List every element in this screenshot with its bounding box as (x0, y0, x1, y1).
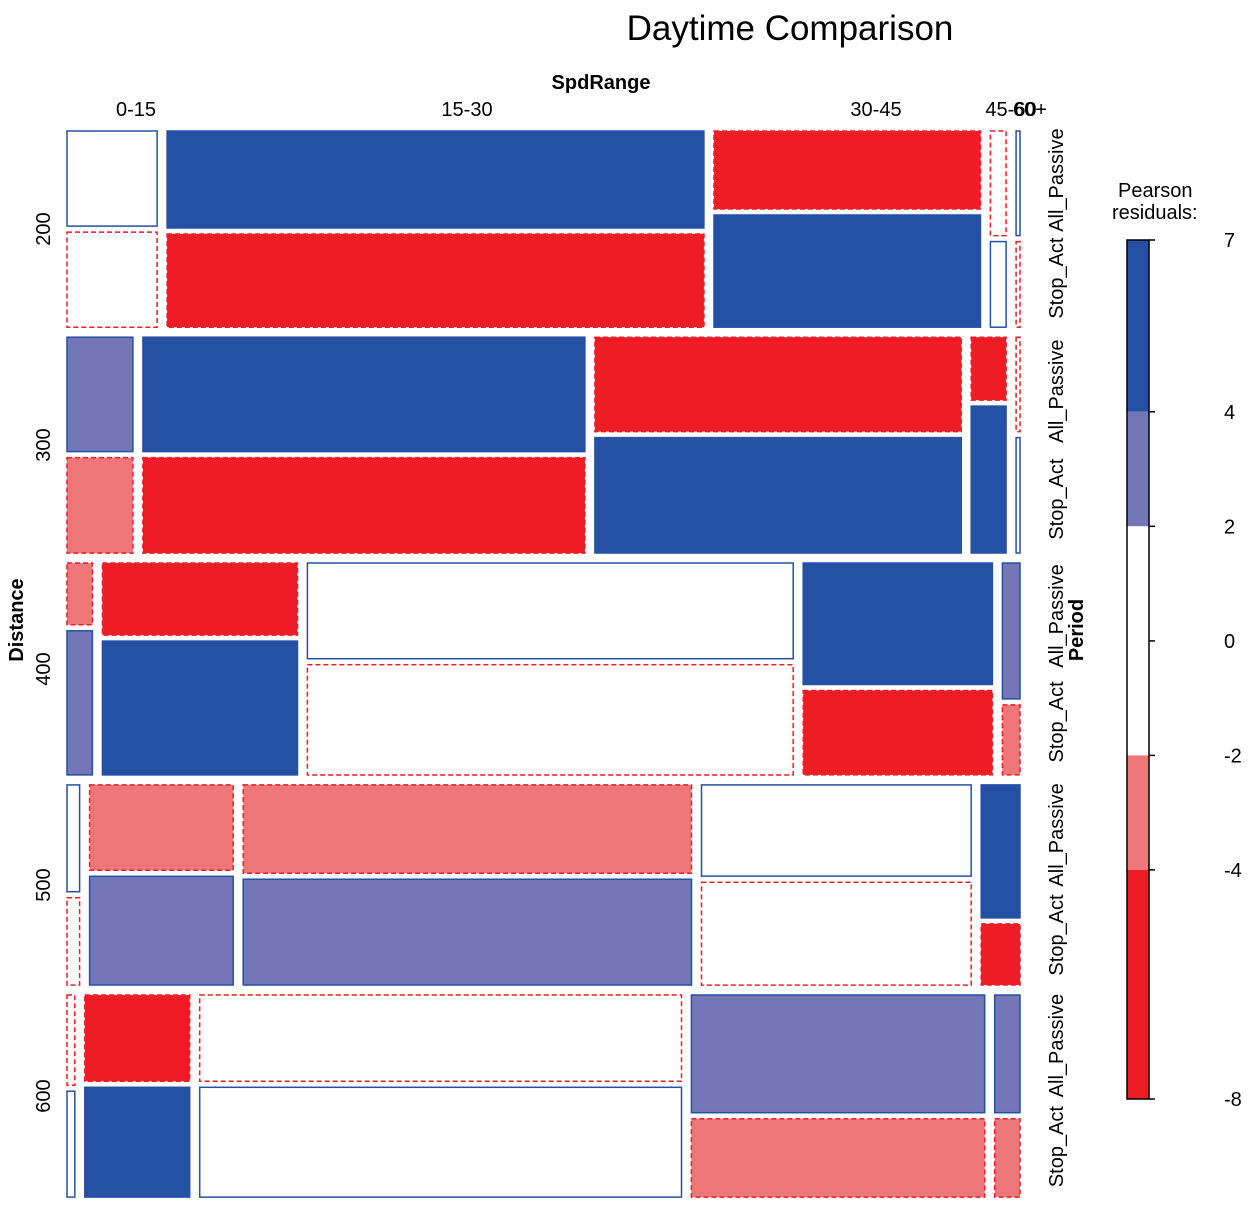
tile-300-30-45-all-passive (594, 336, 963, 433)
mosaic-tiles (66, 130, 1021, 1198)
legend-color-segment (1127, 411, 1149, 527)
tile-600-30-45-stop-act (198, 1086, 683, 1198)
tile-200-0-15-stop-act (66, 231, 158, 328)
legend-title-line2: residuals: (1112, 202, 1198, 224)
tile-500-15-30-stop-act (88, 875, 234, 986)
period-tick-label-stop-act: Stop_Act (1046, 237, 1068, 319)
tile-500-45-60-all-passive (700, 784, 972, 877)
legend-frame (1126, 239, 1150, 1100)
period-tick-label-stop-act: Stop_Act (1046, 894, 1068, 976)
legend-tick-label: 4 (1224, 402, 1235, 424)
distance-tick-label: 400 (33, 652, 55, 685)
tile-200-60+-all-passive (1015, 130, 1021, 237)
tile-400-15-30-all-passive (101, 562, 299, 636)
tile-400-0-15-stop-act (66, 630, 94, 776)
legend-title-line1: Pearson (1118, 180, 1193, 202)
tile-300-15-30-stop-act (142, 456, 586, 554)
left-axis-label: Distance (6, 578, 28, 661)
legend: 7 4 2 0 -2 -4 -8 (1126, 230, 1242, 1111)
period-tick-label-all-passive: All_Passive (1046, 564, 1068, 667)
legend-color-segment (1127, 869, 1149, 1099)
legend-color-segment (1127, 755, 1149, 870)
tile-200-30-45-all-passive (713, 130, 982, 210)
spdrange-tick-label: 45-60 (985, 99, 1036, 121)
period-tick-label-all-passive: All_Passive (1046, 128, 1068, 231)
period-tick-labels: All_Passive Stop_Act All_Passive Stop_Act Al… (1046, 128, 1068, 1187)
tile-300-15-30-all-passive (142, 336, 586, 453)
right-axis-label: Period (1066, 599, 1088, 661)
tile-600-0-15-stop-act (66, 1090, 76, 1198)
tile-600-60+-all-passive (993, 994, 1021, 1114)
distance-tick-label: 600 (33, 1079, 55, 1112)
legend-tick-label: -2 (1224, 745, 1242, 767)
spdrange-tick-label: 15-30 (441, 99, 492, 121)
tile-500-45-60-stop-act (700, 881, 972, 986)
legend-color-segment (1127, 526, 1149, 756)
tile-600-15-30-stop-act (84, 1086, 191, 1198)
period-tick-label-all-passive: All_Passive (1046, 994, 1068, 1097)
tile-400-0-15-all-passive (66, 562, 94, 626)
tile-600-45-60-stop-act (690, 1117, 986, 1198)
tile-500-60+-stop-act (980, 923, 1021, 986)
tile-300-0-15-all-passive (66, 336, 134, 453)
tile-400-45-60-all-passive (802, 562, 994, 686)
tile-200-15-30-all-passive (166, 130, 705, 229)
period-tick-label-all-passive: All_Passive (1046, 340, 1068, 443)
tile-500-15-30-all-passive (88, 784, 234, 872)
tile-300-0-15-stop-act (66, 456, 134, 554)
distance-tick-label: 500 (33, 868, 55, 901)
legend-tick-label: 2 (1224, 516, 1235, 538)
top-axis-label: SpdRange (552, 72, 651, 94)
tile-300-60+-stop-act (1015, 436, 1021, 554)
legend-color-segment (1127, 240, 1149, 412)
period-tick-label-stop-act: Stop_Act (1046, 458, 1068, 540)
tile-500-0-15-all-passive (66, 784, 81, 893)
period-tick-label-stop-act: Stop_Act (1046, 681, 1068, 763)
tile-400-30-45-all-passive (306, 562, 794, 660)
tile-600-45-60-all-passive (690, 994, 986, 1114)
tile-500-30-45-all-passive (242, 784, 693, 874)
tile-600-60+-stop-act (993, 1117, 1021, 1198)
tile-300-30-45-stop-act (594, 436, 963, 554)
tile-200-30-45-stop-act (713, 214, 982, 328)
tile-200-15-30-stop-act (166, 233, 705, 328)
tile-200-60+-stop-act (1015, 240, 1021, 328)
tile-400-45-60-stop-act (802, 689, 994, 776)
tile-400-30-45-stop-act (306, 664, 794, 776)
tile-600-0-15-all-passive (66, 994, 76, 1086)
period-tick-label-stop-act: Stop_Act (1046, 1106, 1068, 1188)
spdrange-tick-label: 60+ (1013, 99, 1047, 121)
distance-tick-label: 200 (33, 212, 55, 245)
tile-200-45-60-stop-act (989, 240, 1007, 328)
tile-300-45-60-all-passive (970, 336, 1007, 401)
tile-300-45-60-stop-act (970, 405, 1007, 554)
tile-300-60+-all-passive (1015, 336, 1021, 433)
legend-tick-label: 0 (1224, 631, 1235, 653)
distance-tick-label: 300 (33, 428, 55, 461)
tile-400-60+-stop-act (1001, 704, 1021, 776)
legend-tick-label: 7 (1224, 230, 1235, 252)
tile-200-0-15-all-passive (66, 130, 158, 227)
tile-500-30-45-stop-act (242, 878, 693, 986)
tile-500-60+-all-passive (980, 784, 1021, 919)
chart-title: Daytime Comparison (627, 9, 954, 48)
distance-tick-labels: 200 300 400 500 600 (33, 212, 55, 1112)
legend-tick-label: -4 (1224, 860, 1242, 882)
tile-600-30-45-all-passive (198, 994, 683, 1083)
legend-tick-label: -8 (1224, 1089, 1242, 1111)
tile-200-45-60-all-passive (989, 130, 1007, 237)
tile-400-60+-all-passive (1001, 562, 1021, 700)
spdrange-tick-label: 30-45 (850, 99, 901, 121)
tile-600-15-30-all-passive (84, 994, 191, 1083)
spdrange-tick-label: 0-15 (116, 99, 156, 121)
tile-500-0-15-stop-act (66, 896, 81, 986)
period-tick-label-all-passive: All_Passive (1046, 783, 1068, 886)
tile-400-15-30-stop-act (101, 640, 299, 776)
